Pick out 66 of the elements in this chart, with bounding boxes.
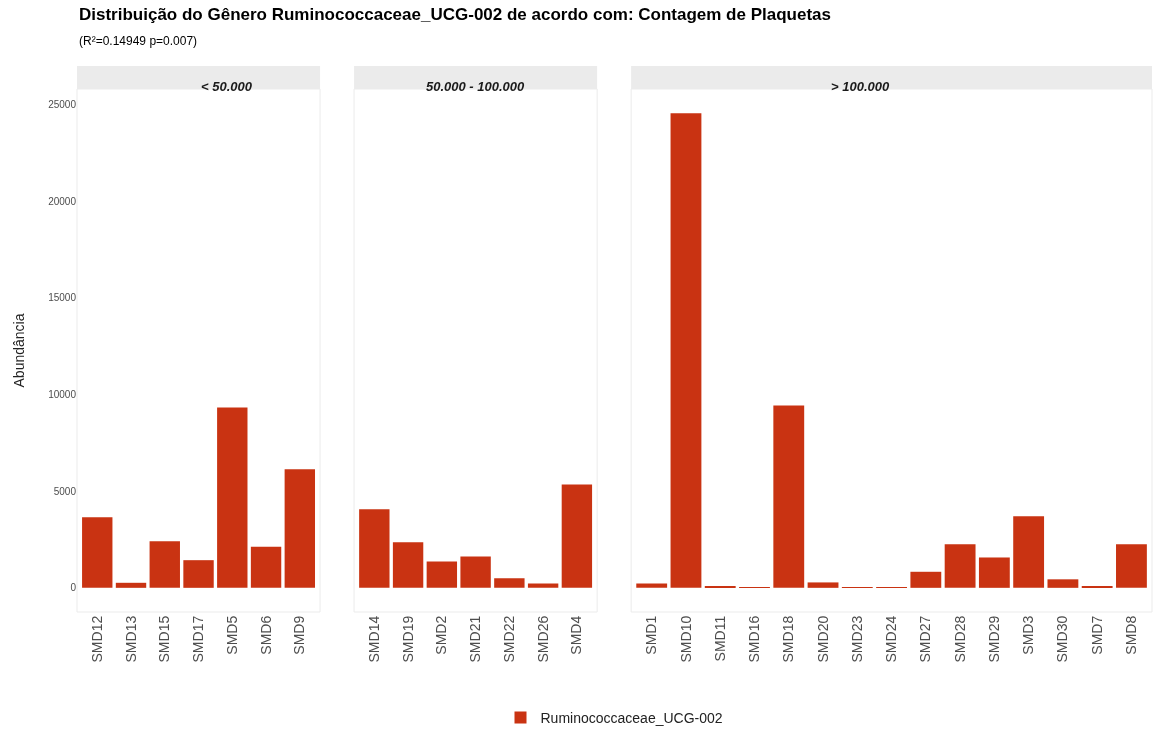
x-tick-label: SMD29 <box>985 615 1002 663</box>
bar <box>250 546 282 588</box>
x-tick-label: SMD12 <box>88 615 105 663</box>
bar <box>149 541 180 588</box>
bar <box>1013 516 1045 588</box>
x-tick-label: SMD11 <box>711 615 728 662</box>
x-tick-label: SMD9 <box>291 615 308 655</box>
bar <box>460 556 491 588</box>
bar <box>217 407 248 588</box>
x-tick-label: SMD19 <box>399 615 416 663</box>
x-tick-label: SMD30 <box>1054 615 1071 663</box>
bar <box>561 484 593 588</box>
bar <box>978 557 1010 588</box>
chart-title: 50.000 - 100.000 <box>426 79 526 94</box>
bar <box>284 469 316 588</box>
bar <box>426 561 458 588</box>
bar <box>1116 544 1147 588</box>
x-tick-label: SMD3 <box>1020 615 1037 655</box>
text: (R²=0.14949 p=0.007) <box>79 34 198 48</box>
x-tick-label: SMD16 <box>746 615 763 663</box>
x-tick-label: SMD8 <box>1122 615 1139 655</box>
bar <box>115 582 147 588</box>
bar <box>636 583 668 588</box>
bar <box>494 578 525 588</box>
x-tick-label: SMD18 <box>780 615 797 663</box>
x-tick-label: SMD28 <box>951 615 968 663</box>
x-tick-label: SMD1 <box>643 615 660 655</box>
y-tick-label: 10000 <box>48 388 77 400</box>
y-tick-label: 0 <box>70 582 77 594</box>
x-tick-label: SMD24 <box>883 615 900 663</box>
bar <box>773 405 805 588</box>
x-tick-label: SMD7 <box>1088 615 1105 655</box>
y-axis-title: Abundância <box>10 313 27 388</box>
bar <box>944 544 976 588</box>
legend-label: Ruminococcaceae_UCG-002 <box>540 710 723 727</box>
chart-title: > 100.000 <box>831 79 890 94</box>
x-tick-label: SMD15 <box>156 615 173 663</box>
bar <box>910 571 942 588</box>
x-tick-label: SMD26 <box>534 615 551 663</box>
y-tick-label: 15000 <box>48 292 77 304</box>
x-tick-label: SMD20 <box>814 615 831 663</box>
x-tick-label: SMD22 <box>500 615 517 663</box>
x-tick-label: SMD23 <box>848 615 865 663</box>
text: Distribuição do Gênero Ruminococcaceae_UCG-002 de acordo com: Contagem de Plaquetas <box>79 5 831 24</box>
bar <box>670 113 702 588</box>
bar <box>807 582 839 588</box>
y-tick-label: 5000 <box>53 485 77 497</box>
x-tick-label: SMD14 <box>365 615 382 663</box>
x-tick-label: SMD4 <box>568 615 585 655</box>
x-tick-label: SMD17 <box>190 615 207 663</box>
x-tick-label: SMD10 <box>677 615 694 663</box>
x-tick-label: SMD5 <box>223 615 240 655</box>
bar <box>1047 579 1079 588</box>
bar <box>82 517 113 588</box>
x-tick-label: SMD21 <box>467 615 484 663</box>
chart-title: < 50.000 <box>201 79 253 94</box>
bar <box>392 542 424 588</box>
y-tick-label: 20000 <box>48 195 77 207</box>
x-tick-label: SMD13 <box>122 615 139 663</box>
bar <box>359 509 390 588</box>
bar <box>183 560 214 588</box>
x-tick-label: SMD27 <box>917 615 934 663</box>
y-tick-label: 25000 <box>48 98 77 110</box>
x-tick-label: SMD6 <box>257 615 274 655</box>
bar <box>527 583 559 588</box>
x-tick-label: SMD2 <box>433 615 450 655</box>
